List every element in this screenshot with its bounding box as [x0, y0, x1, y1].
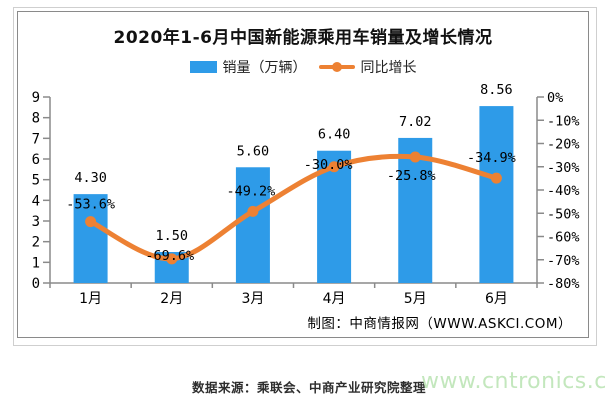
chart-legend: 销量（万辆） 同比增长	[17, 57, 589, 77]
left-axis-tick-label: 6	[32, 152, 40, 168]
growth-point	[328, 161, 340, 173]
growth-value-label: -49.2%	[227, 183, 276, 199]
x-axis-category-label: 1月	[79, 291, 102, 307]
bar-value-label: 6.40	[318, 127, 351, 143]
left-axis-tick-label: 2	[32, 235, 40, 251]
left-axis-tick-label: 9	[32, 90, 40, 106]
growth-value-label: -34.9%	[467, 150, 516, 166]
left-axis-tick-label: 8	[32, 111, 40, 127]
right-axis-tick-label: -50%	[547, 206, 580, 222]
growth-point	[409, 151, 421, 163]
growth-line	[88, 153, 499, 262]
bar-value-label: 4.30	[74, 170, 107, 186]
growth-point	[85, 216, 97, 228]
right-axis-tick-label: -80%	[547, 276, 580, 292]
bar-value-label: 8.56	[480, 82, 513, 98]
line-swatch-icon	[318, 61, 355, 73]
watermark: www.cntronics.com	[421, 369, 605, 394]
right-axis-tick-label: -10%	[547, 113, 580, 129]
sales-bar	[73, 194, 108, 283]
bar-value-label: 7.02	[399, 114, 432, 130]
x-axis-category-label: 2月	[160, 291, 183, 307]
bar-value-label: 5.60	[237, 143, 270, 159]
x-axis-category-label: 3月	[241, 291, 264, 307]
bar-value-label: 1.50	[155, 228, 188, 244]
right-axis-tick-label: -40%	[547, 183, 580, 199]
left-axis-tick-label: 1	[32, 255, 40, 271]
right-axis-tick-label: -70%	[547, 253, 580, 269]
legend-item-growth: 同比增长	[318, 57, 417, 77]
right-axis-tick-label: 0%	[547, 90, 563, 106]
growth-point	[247, 205, 259, 217]
growth-value-label: -53.6%	[66, 197, 115, 213]
growth-value-label: -30.0%	[304, 157, 353, 173]
right-axis-tick-label: -60%	[547, 230, 580, 246]
left-axis-tick-label: 3	[32, 214, 40, 230]
left-axis-tick-label: 4	[32, 193, 40, 209]
growth-value-label: -25.8%	[387, 168, 436, 184]
legend-line-label: 同比增长	[360, 60, 417, 76]
right-axis-tick-label: -30%	[547, 160, 580, 176]
legend-bar-label: 销量（万辆）	[222, 60, 307, 76]
growth-point	[166, 253, 178, 265]
x-axis-category-label: 5月	[404, 291, 427, 307]
left-axis-tick-label: 0	[32, 276, 40, 292]
legend-item-sales: 销量（万辆）	[189, 57, 307, 77]
growth-point	[490, 172, 502, 184]
x-axis-category-label: 4月	[323, 291, 346, 307]
left-axis-tick-label: 5	[32, 173, 40, 189]
chart-credit: 制图：中商情报网（WWW.ASKCI.COM）	[307, 316, 572, 332]
bar-swatch-icon	[189, 61, 217, 73]
sales-bar	[235, 167, 270, 283]
left-axis-tick-label: 7	[32, 131, 40, 147]
chart-title: 2020年1-6月中国新能源乘用车销量及增长情况	[113, 28, 493, 48]
x-axis-category-label: 6月	[485, 291, 508, 307]
data-source-note: 数据来源：乘联会、中商产业研究院整理	[192, 380, 427, 395]
right-axis-tick-label: -20%	[547, 137, 580, 153]
sales-bar	[479, 106, 514, 284]
growth-value-label: -69.6%	[145, 248, 194, 264]
